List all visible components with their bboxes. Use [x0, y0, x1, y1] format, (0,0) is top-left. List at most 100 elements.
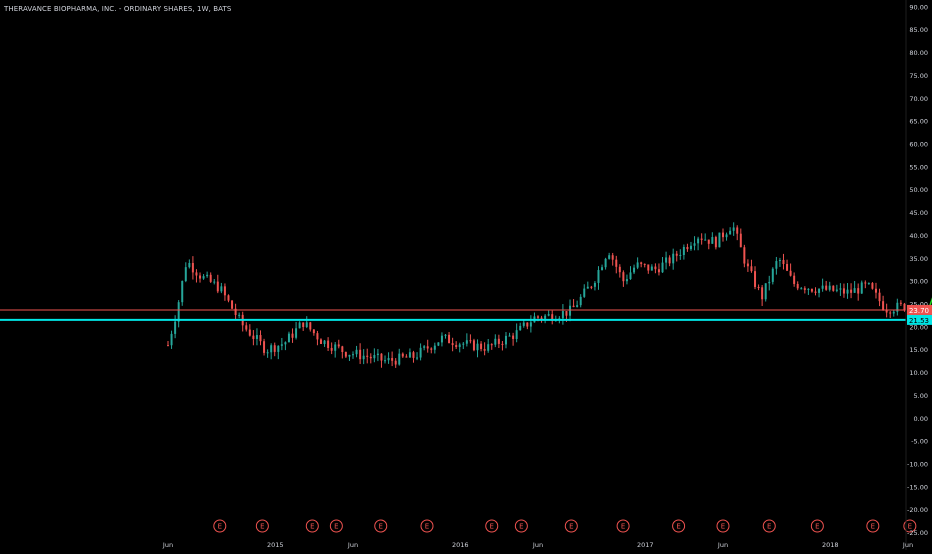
earnings-marker[interactable]: E [420, 519, 434, 533]
price-tick-label: 55.00 [909, 163, 928, 171]
candle-body [778, 260, 781, 262]
earnings-marker-circle [329, 519, 343, 533]
earnings-marker[interactable]: E [485, 519, 499, 533]
time-tick-label: Jun [162, 541, 173, 549]
candle-body [181, 281, 184, 303]
earnings-marker-label: E [621, 523, 625, 531]
candle [850, 283, 853, 299]
earnings-marker[interactable]: E [374, 519, 388, 533]
earnings-marker[interactable]: E [810, 519, 824, 533]
candle [586, 281, 589, 289]
candle-body [323, 340, 326, 344]
candle-body [284, 342, 287, 345]
candle-body [586, 286, 589, 289]
candle-body [519, 325, 522, 331]
earnings-marker[interactable]: E [514, 519, 528, 533]
candle-body [341, 346, 344, 352]
candle-body [551, 314, 554, 322]
candle [352, 351, 354, 359]
candle [764, 283, 767, 302]
last-price-label-bg [907, 304, 932, 315]
candle-body [437, 342, 440, 346]
candle [455, 341, 458, 350]
earnings-marker-label: E [815, 523, 819, 531]
candle-body [448, 334, 451, 344]
candle [622, 270, 625, 287]
candle [277, 345, 280, 360]
candle [280, 337, 283, 351]
candle-body [882, 301, 885, 310]
candle [387, 352, 390, 364]
candle [657, 263, 660, 276]
candle [743, 244, 746, 268]
earnings-marker[interactable]: E [616, 519, 630, 533]
candle-body [689, 245, 692, 250]
candle [544, 314, 547, 324]
candle [216, 274, 219, 294]
candle [323, 339, 326, 347]
earnings-marker-label: E [908, 523, 912, 531]
candle-body [718, 232, 721, 248]
earnings-marker-label: E [310, 523, 314, 531]
candle [803, 286, 806, 294]
earnings-marker[interactable]: E [762, 519, 776, 533]
candle-body [366, 355, 369, 357]
earnings-marker[interactable]: E [255, 519, 269, 533]
candle [327, 337, 330, 351]
candle [700, 233, 703, 245]
candle [796, 281, 799, 291]
candle-body [597, 270, 600, 283]
candle-body [668, 257, 671, 264]
candle-body [458, 344, 461, 348]
candle-body [220, 286, 223, 292]
time-tick-label: 2017 [637, 541, 654, 549]
candle [704, 233, 707, 241]
candle-body [373, 355, 376, 359]
candle-body [857, 288, 860, 294]
candle-body [807, 288, 810, 290]
earnings-marker[interactable]: E [716, 519, 730, 533]
earnings-marker-label: E [871, 523, 875, 531]
candle [526, 322, 529, 330]
candle [480, 341, 483, 352]
candle-body [583, 288, 586, 297]
candle-body [344, 352, 347, 357]
earnings-marker[interactable]: E [329, 519, 343, 533]
candle [248, 324, 251, 337]
candle-body [707, 239, 710, 244]
candle [405, 354, 408, 358]
candle-body [661, 262, 664, 273]
time-tick-label: 2018 [822, 541, 839, 549]
earnings-marker[interactable]: E [903, 519, 917, 533]
earnings-marker-circle [485, 519, 499, 533]
candle-body [416, 357, 419, 359]
candle-body [238, 314, 241, 316]
price-axis[interactable]: 90.00 85.00 80.00 75.00 70.00 65.00 60.00 55.00… [907, 3, 928, 537]
candle [828, 281, 831, 292]
support-price-label-bg [907, 314, 932, 325]
earnings-marker[interactable]: E [564, 519, 578, 533]
price-tick-label: 20.00 [909, 323, 928, 331]
candle-body [739, 233, 742, 248]
candle-body [697, 238, 700, 244]
candle [846, 283, 849, 299]
earnings-marker[interactable]: E [305, 519, 319, 533]
candle-body [590, 286, 593, 288]
candle [380, 353, 383, 368]
candle [647, 264, 650, 274]
earnings-marker[interactable]: E [672, 519, 686, 533]
candle-body [810, 288, 813, 292]
earnings-marker-circle [514, 519, 528, 533]
candle [412, 350, 415, 363]
candle [590, 285, 593, 290]
candle-body [871, 283, 874, 289]
earnings-marker-label: E [218, 523, 222, 531]
time-axis[interactable]: Jun2015Jun2016Jun2017Jun2018Jun2019Jun20… [162, 541, 932, 549]
candle-body [480, 343, 483, 350]
earnings-marker[interactable]: E [866, 519, 880, 533]
candle-body [782, 260, 785, 264]
earnings-marker[interactable]: E [213, 519, 227, 533]
candle [597, 266, 600, 290]
candle-body [736, 227, 739, 234]
